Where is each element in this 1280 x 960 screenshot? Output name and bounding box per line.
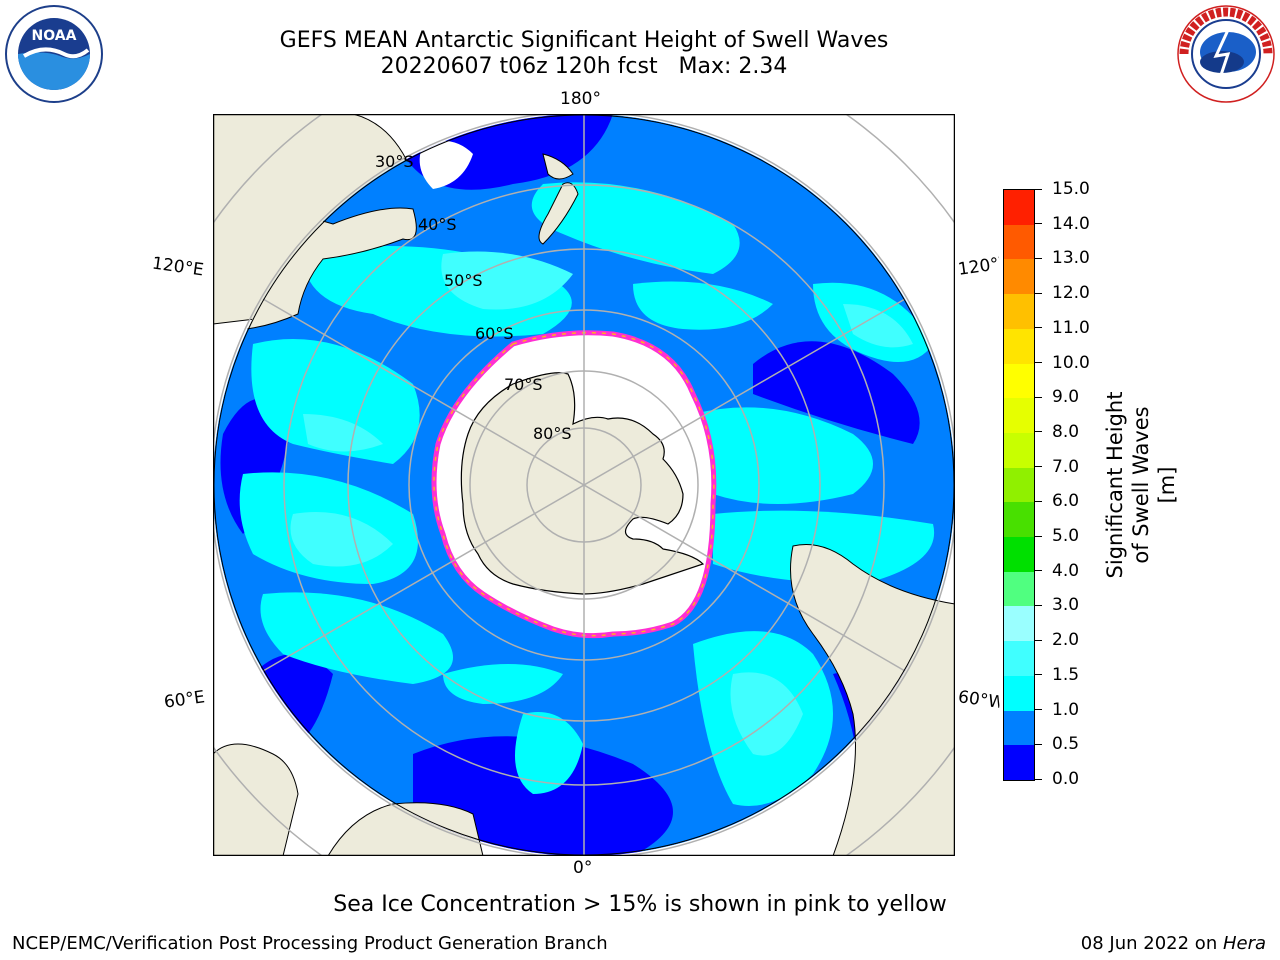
colorbar-tick-label: 13.0 xyxy=(1052,248,1090,269)
colorbar-tick-label: 2.0 xyxy=(1052,630,1080,651)
sea-ice-note: Sea Ice Concentration > 15% is shown in … xyxy=(333,892,947,917)
colorbar-tick-mark xyxy=(1034,327,1042,329)
colorbar-segment xyxy=(1004,745,1034,780)
colorbar-segment xyxy=(1004,363,1034,399)
chart-title: GEFS MEAN Antarctic Significant Height o… xyxy=(279,28,889,53)
colorbar-tick-mark xyxy=(1034,223,1042,225)
colorbar-tick-label: 14.0 xyxy=(1052,213,1090,234)
colorbar-tick-mark xyxy=(1034,570,1042,572)
colorbar-segment xyxy=(1004,675,1034,711)
lon-label-60e: 60°E xyxy=(162,687,207,713)
colorbar-tick-label: 12.0 xyxy=(1052,283,1090,304)
colorbar-tick-mark xyxy=(1034,466,1042,468)
colorbar xyxy=(1003,189,1035,781)
footer-right: 08 Jun 2022 on Hera xyxy=(1081,933,1266,955)
colorbar-tick-mark xyxy=(1034,535,1042,537)
colorbar-segment xyxy=(1004,641,1034,676)
colorbar-tick-mark xyxy=(1034,674,1042,676)
colorbar-tick-label: 5.0 xyxy=(1052,526,1080,547)
colorbar-tick-label: 4.0 xyxy=(1052,560,1080,581)
colorbar-tick-label: 9.0 xyxy=(1052,387,1080,408)
colorbar-segment xyxy=(1004,190,1034,225)
colorbar-tick-mark xyxy=(1034,431,1042,433)
colorbar-segment xyxy=(1004,606,1034,642)
colorbar-tick-label: 7.0 xyxy=(1052,456,1080,477)
colorbar-tick-mark xyxy=(1034,396,1042,398)
chart-subtitle: 20220607 t06z 120h fcst Max: 2.34 xyxy=(380,54,788,79)
lat-label-80s: 80°S xyxy=(533,424,572,443)
colorbar-tick-label: 0.0 xyxy=(1052,769,1080,789)
colorbar-segment xyxy=(1004,571,1034,607)
colorbar-segment xyxy=(1004,710,1034,746)
colorbar-tick-mark xyxy=(1034,500,1042,502)
colorbar-segment xyxy=(1004,224,1034,260)
colorbar-tick-mark xyxy=(1034,604,1042,606)
colorbar-tick-label: 1.5 xyxy=(1052,664,1080,685)
nws-logo xyxy=(1177,5,1275,103)
colorbar-segment xyxy=(1004,398,1034,433)
colorbar-tick-label: 11.0 xyxy=(1052,317,1090,338)
lat-label-30s: 30°S xyxy=(375,152,414,171)
colorbar-tick-mark xyxy=(1034,362,1042,364)
colorbar-tick-label: 8.0 xyxy=(1052,421,1080,442)
colorbar-tick-mark xyxy=(1034,778,1042,780)
colorbar-segment xyxy=(1004,294,1034,329)
colorbar-segment xyxy=(1004,502,1034,538)
graticule xyxy=(213,114,955,856)
colorbar-segment xyxy=(1004,432,1034,468)
colorbar-tick-label: 10.0 xyxy=(1052,352,1090,373)
lat-label-70s: 70°S xyxy=(504,375,543,394)
colorbar-tick-mark xyxy=(1034,292,1042,294)
lon-label-0: 0° xyxy=(573,858,593,878)
colorbar-tick-mark xyxy=(1034,188,1042,190)
lon-label-180: 180° xyxy=(560,89,601,109)
colorbar-tick-mark xyxy=(1034,639,1042,641)
colorbar-tick-label: 1.0 xyxy=(1052,699,1080,720)
lat-label-40s: 40°S xyxy=(418,216,457,234)
noaa-logo-text: NOAA xyxy=(32,28,77,44)
colorbar-tick-label: 15.0 xyxy=(1052,179,1090,199)
footer-left: NCEP/EMC/Verification Post Processing Pr… xyxy=(12,933,608,954)
lon-label-120w: 120°W xyxy=(956,254,1002,280)
noaa-logo: NOAA xyxy=(5,5,103,103)
colorbar-tick-mark xyxy=(1034,709,1042,711)
colorbar-segment xyxy=(1004,328,1034,364)
colorbar-tick-mark xyxy=(1034,743,1042,745)
lat-label-60s: 60°S xyxy=(475,324,514,343)
colorbar-tick-mark xyxy=(1034,257,1042,259)
colorbar-segment xyxy=(1004,467,1034,503)
colorbar-tick-label: 3.0 xyxy=(1052,595,1080,616)
lon-label-60w: 60°W xyxy=(956,687,1002,713)
colorbar-tick-label: 0.5 xyxy=(1052,734,1080,755)
colorbar-segment xyxy=(1004,259,1034,295)
footer-date: 08 Jun 2022 on xyxy=(1080,933,1223,954)
footer-host: Hera xyxy=(1222,933,1266,954)
colorbar-segment xyxy=(1004,537,1034,572)
lat-label-50s: 50°S xyxy=(444,271,483,290)
colorbar-label: Significant Height of Swell Waves [m] xyxy=(1103,391,1179,579)
colorbar-tick-label: 6.0 xyxy=(1052,491,1080,512)
polar-map xyxy=(213,114,955,856)
lon-label-120e: 120°E xyxy=(150,253,205,281)
